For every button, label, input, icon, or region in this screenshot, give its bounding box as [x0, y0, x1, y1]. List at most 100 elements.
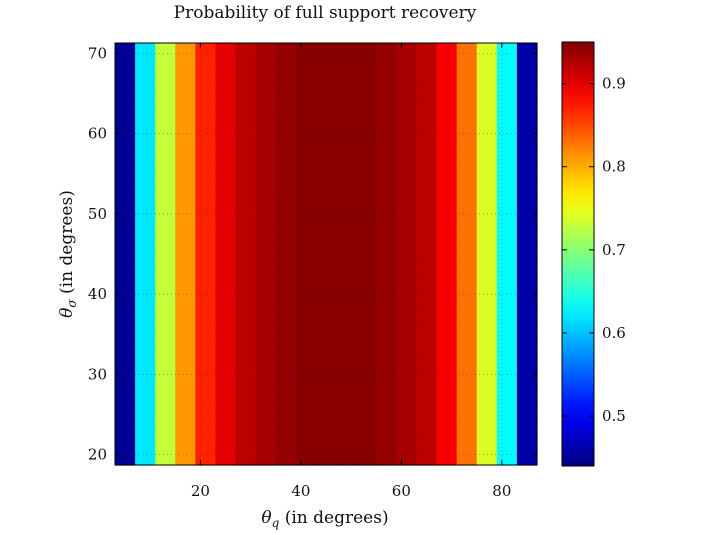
heatmap-cell	[295, 370, 317, 387]
chart-title: Probability of full support recovery	[174, 3, 477, 23]
heatmap-cell	[436, 258, 458, 275]
heatmap-cell	[115, 129, 136, 147]
heatmap-cell	[235, 290, 257, 307]
heatmap-cell	[315, 51, 337, 67]
heatmap-cell	[115, 161, 136, 179]
heatmap-cell	[376, 354, 397, 371]
heatmap-cell	[195, 81, 217, 99]
heatmap-cell	[135, 434, 156, 452]
y-tick-label: 50	[88, 205, 107, 223]
heatmap-cell	[416, 354, 438, 371]
heatmap-cell	[275, 97, 297, 115]
heatmap-cell	[135, 177, 156, 195]
heatmap-cell	[215, 209, 237, 227]
heatmap-cell	[376, 402, 397, 420]
heatmap-cell	[135, 386, 156, 404]
heatmap-cell	[496, 386, 518, 404]
heatmap-cell	[456, 402, 478, 420]
heatmap-cell	[516, 258, 538, 275]
heatmap-cell	[456, 241, 478, 259]
heatmap-cell	[315, 97, 337, 115]
heatmap-cell	[255, 258, 277, 275]
heatmap-cell	[215, 193, 237, 211]
heatmap-cell	[336, 161, 357, 179]
heatmap-cell	[135, 145, 156, 163]
heatmap-cell	[255, 43, 277, 53]
heatmap-cell	[476, 193, 498, 211]
y-tick-label: 20	[88, 446, 107, 464]
x-tick-label: 80	[492, 482, 511, 500]
heatmap-cell	[255, 354, 277, 371]
heatmap-cell	[235, 402, 257, 420]
heatmap-cell	[275, 258, 297, 275]
heatmap-cell	[436, 43, 458, 53]
heatmap-cell	[396, 274, 418, 291]
heatmap-cell	[295, 81, 317, 99]
heatmap-cell	[336, 113, 357, 131]
heatmap-cell	[235, 113, 257, 131]
heatmap-cell	[115, 65, 136, 83]
heatmap-cell	[255, 97, 277, 115]
heatmap-cell	[275, 81, 297, 99]
heatmap-cell	[195, 43, 217, 53]
heatmap-cell	[215, 274, 237, 291]
heatmap-cell	[315, 434, 337, 452]
heatmap-cell	[175, 370, 196, 387]
heatmap-cell	[155, 306, 176, 323]
heatmap-cell	[155, 418, 176, 436]
heatmap-cell	[115, 209, 136, 227]
heatmap-cell	[255, 434, 277, 452]
heatmap-cell	[295, 450, 317, 466]
heatmap-cell	[396, 129, 418, 147]
heatmap-cell	[436, 386, 458, 404]
heatmap-cell	[175, 129, 196, 147]
heatmap-cell	[356, 290, 377, 307]
heatmap-cell	[135, 258, 156, 275]
heatmap-cell	[516, 145, 538, 163]
heatmap-cell	[476, 209, 498, 227]
heatmap-cell	[275, 43, 297, 53]
heatmap-cell	[155, 177, 176, 195]
heatmap-cell	[235, 161, 257, 179]
heatmap-cell	[215, 322, 237, 339]
heatmap-cell	[416, 450, 438, 466]
heatmap-cell	[376, 290, 397, 307]
heatmap-cell	[496, 177, 518, 195]
heatmap-cell	[115, 113, 136, 131]
heatmap-cell	[215, 402, 237, 420]
heatmap-cell	[396, 322, 418, 339]
heatmap-cell	[436, 51, 458, 67]
heatmap-cell	[336, 354, 357, 371]
heatmap-cell	[135, 290, 156, 307]
heatmap-cell	[476, 97, 498, 115]
heatmap-cell	[315, 177, 337, 195]
heatmap-cell	[416, 418, 438, 436]
heatmap-cell	[356, 193, 377, 211]
heatmap-cell	[416, 113, 438, 131]
heatmap-cell	[376, 65, 397, 83]
heatmap-cell	[376, 274, 397, 291]
heatmap-cell	[115, 322, 136, 339]
heatmap-cell	[476, 370, 498, 387]
heatmap-cell	[115, 177, 136, 195]
heatmap-cell	[295, 161, 317, 179]
heatmap-cell	[295, 290, 317, 307]
heatmap-cell	[476, 418, 498, 436]
heatmap-cell	[115, 43, 136, 53]
heatmap-cell	[436, 290, 458, 307]
heatmap-cell	[516, 43, 538, 53]
heatmap-cell	[396, 145, 418, 163]
heatmap-cell	[496, 402, 518, 420]
colorbar-ticks: 0.5 0.6 0.7 0.8 0.9	[562, 75, 626, 425]
x-axis-ticks: 20 40 60 80	[191, 43, 511, 500]
heatmap-cell	[255, 65, 277, 83]
heatmap-cell	[255, 161, 277, 179]
heatmap-cell	[235, 354, 257, 371]
colorbar-tick-label: 0.5	[602, 407, 626, 425]
heatmap-cell	[356, 145, 377, 163]
heatmap-cell	[135, 241, 156, 259]
heatmap-cell	[255, 177, 277, 195]
heatmap-cell	[376, 161, 397, 179]
heatmap-cell	[396, 43, 418, 53]
heatmap-cell	[215, 51, 237, 67]
